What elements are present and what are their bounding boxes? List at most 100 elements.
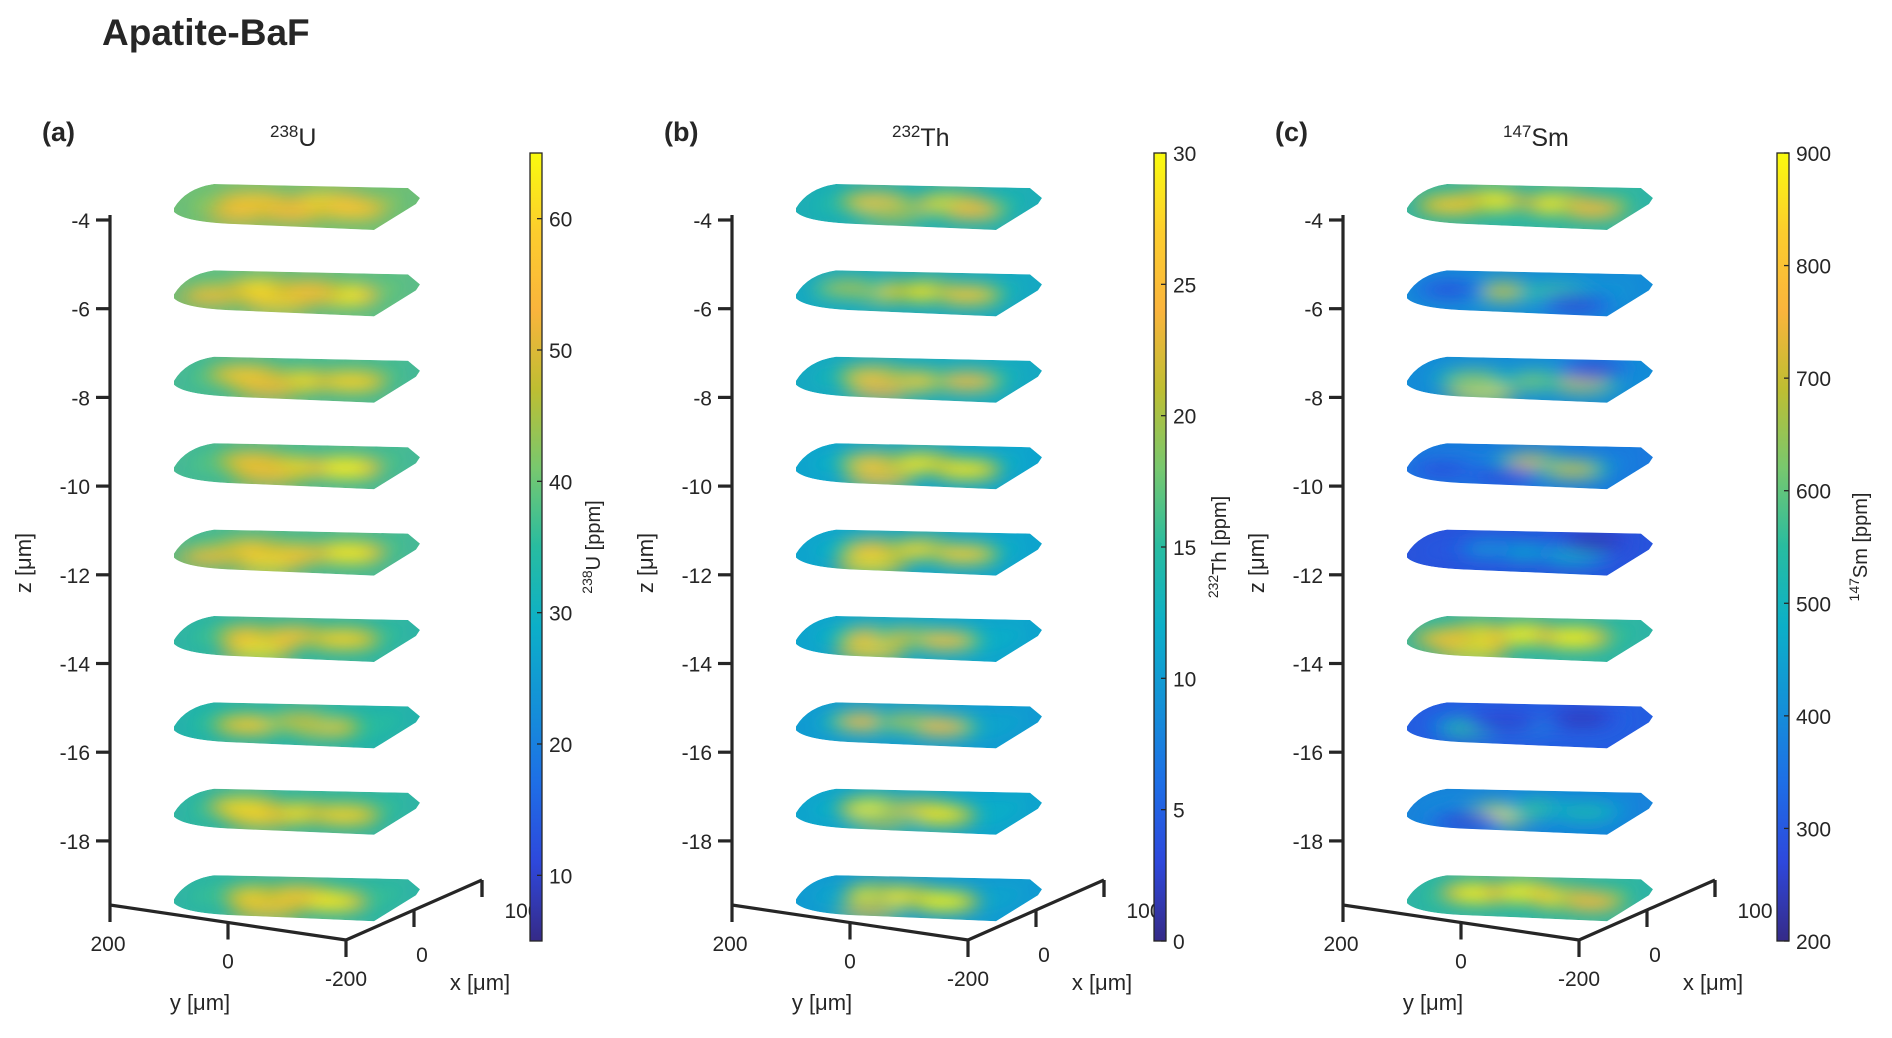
slice-hotspot	[221, 367, 269, 382]
x-axis-label: x [μm]	[1072, 970, 1132, 995]
slice	[1407, 788, 1653, 835]
z-tick-label: -6	[1304, 299, 1323, 322]
panel-label: (c)	[1275, 117, 1308, 147]
colorbar-label: 147Sm [ppm]	[1846, 493, 1872, 602]
colorbar-tick-label: 15	[1173, 537, 1196, 560]
slice-hotspot	[1548, 549, 1597, 564]
x-tick-label: 0	[416, 944, 428, 967]
slice	[1407, 270, 1653, 317]
z-tick-label: -18	[60, 831, 90, 854]
slice-rim	[174, 443, 420, 490]
slice	[174, 443, 420, 490]
slice-hotspot	[276, 712, 325, 727]
colorbar-tick-label: 60	[549, 209, 572, 232]
panel-c: (c) 147Sm -4 -6 -8 -10 -12 -14 -16 -18 200 0 -200 y […	[1244, 117, 1872, 1015]
slice	[174, 529, 420, 576]
colorbar-tick-label: 0	[1173, 931, 1185, 954]
slice-hotspot	[326, 201, 375, 216]
slice-hotspot	[244, 384, 293, 399]
slice	[174, 270, 420, 317]
colorbar-tick-label: 20	[1173, 406, 1196, 429]
slice-blobs	[827, 709, 979, 740]
slice-blobs	[1412, 187, 1631, 221]
z-tick-label: -4	[693, 210, 712, 233]
slice	[1407, 184, 1653, 230]
colorbar-tick-label: 10	[549, 865, 572, 888]
z-tick-label: -14	[682, 654, 713, 677]
colorbar	[529, 152, 543, 942]
x-tick-label: 100	[1126, 900, 1161, 923]
x-axis-label: x [μm]	[450, 970, 510, 995]
slice-hotspot	[254, 297, 302, 312]
slice-blobs	[207, 362, 389, 403]
slice-hotspot	[824, 280, 873, 295]
slice-rim	[1407, 788, 1653, 835]
slice	[796, 788, 1042, 835]
slice	[174, 875, 420, 922]
slice	[1407, 875, 1653, 922]
slice-hotspot	[266, 207, 315, 222]
x-tick-label: 0	[1649, 944, 1661, 967]
slice	[1407, 529, 1653, 576]
y-tick-label: -200	[1558, 968, 1600, 991]
figure-title: Apatite-BaF	[102, 12, 310, 53]
slice-hotspot	[920, 633, 969, 648]
colorbar-tick-label: 300	[1796, 818, 1831, 841]
slice-hotspot	[225, 718, 274, 733]
colorbar-tick-label: 800	[1796, 256, 1831, 279]
slice-hotspot	[919, 895, 968, 909]
slice-blobs	[832, 536, 1002, 576]
slice-hotspot	[1570, 361, 1619, 376]
slice-hotspot	[319, 808, 368, 823]
slice-hotspot	[1477, 470, 1526, 485]
z-tick-label: -10	[60, 476, 90, 499]
slice-rim	[174, 875, 420, 922]
slice-hotspot	[939, 547, 988, 562]
y-tick-label: 200	[90, 933, 125, 956]
x-axis-label: x [μm]	[1683, 970, 1743, 995]
colorbar-tick-label: 500	[1796, 593, 1831, 616]
slice-hotspot	[1426, 198, 1475, 213]
slice	[1407, 356, 1653, 403]
z-tick-label: -18	[682, 831, 712, 854]
slice-rim	[174, 702, 420, 749]
slice-rim	[796, 529, 1042, 576]
slice	[174, 788, 420, 835]
slice-blobs	[1432, 705, 1620, 742]
slice-hotspot	[1478, 284, 1527, 299]
z-tick-label: -8	[1304, 387, 1323, 410]
slice-hotspot	[1424, 282, 1473, 297]
z-tick-label: -18	[1293, 831, 1323, 854]
slice-hotspot	[941, 463, 990, 477]
z-tick-label: -16	[60, 742, 90, 765]
z-axis-label: z [μm]	[633, 533, 658, 593]
z-tick-label: -8	[693, 387, 712, 410]
slice-rim	[174, 788, 420, 835]
slice-hotspot	[324, 545, 373, 560]
slice-hotspot	[943, 288, 992, 303]
colorbar-tick-label: 10	[1173, 668, 1196, 691]
slice-hotspot	[1557, 710, 1606, 725]
slice-hotspot	[1570, 534, 1619, 549]
slice-rim	[1407, 875, 1653, 922]
z-tick-label: -6	[71, 299, 90, 322]
slice-hotspot	[321, 461, 370, 476]
panel-title: 238U	[270, 122, 316, 152]
slice-rim	[796, 184, 1042, 230]
colorbar-tick-label: 25	[1173, 274, 1196, 297]
slice-hotspot	[185, 290, 234, 305]
y-tick-label: 0	[222, 951, 234, 974]
slice-hotspot	[916, 720, 965, 735]
z-tick-label: -12	[60, 565, 90, 588]
panel-title: 232Th	[892, 122, 950, 152]
slice-rim	[796, 616, 1042, 662]
slice-hotspot	[1449, 372, 1498, 387]
slice	[796, 702, 1042, 749]
slice-blobs	[810, 275, 1006, 308]
slice	[174, 702, 420, 749]
z-tick-label: -10	[1293, 476, 1323, 499]
colorbar-tick-label: 30	[1173, 143, 1196, 166]
slice	[174, 616, 420, 662]
